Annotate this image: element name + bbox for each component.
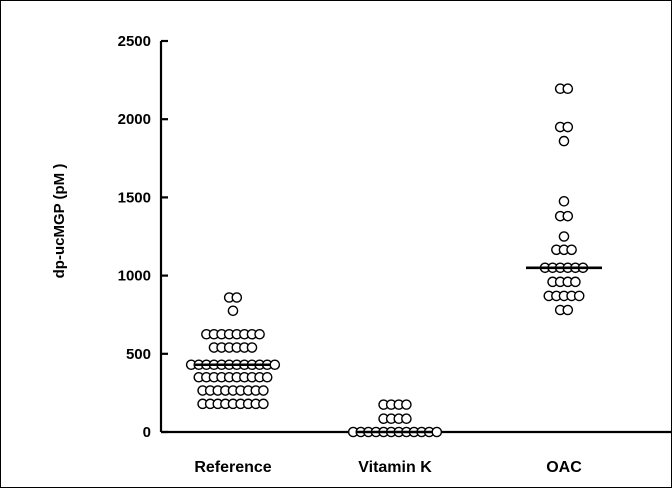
data-point	[269, 359, 281, 371]
data-point	[431, 426, 443, 438]
y-tick-label: 2000	[118, 111, 151, 128]
data-point	[231, 292, 243, 303]
data-point	[254, 328, 265, 340]
data-point	[562, 121, 574, 133]
data-point	[261, 371, 273, 383]
data-point	[246, 342, 258, 353]
data-point	[562, 210, 574, 222]
data-point	[562, 304, 574, 316]
data-point	[558, 231, 570, 242]
data-point	[401, 413, 412, 425]
y-tick-label: 0	[143, 424, 151, 441]
data-marks	[185, 83, 602, 438]
y-tick-label: 500	[126, 346, 151, 363]
x-axis: Reference Vitamin K OAC	[161, 430, 671, 476]
data-point	[558, 196, 570, 207]
data-point	[558, 135, 570, 147]
x-category-label: OAC	[546, 459, 582, 476]
series-vitamin-k	[347, 399, 443, 438]
data-point	[258, 385, 269, 396]
y-tick-label: 2500	[118, 33, 151, 50]
y-tick-label: 1000	[118, 268, 151, 285]
data-point	[401, 399, 412, 410]
series-oac	[526, 83, 602, 316]
data-point	[562, 83, 574, 95]
data-point	[570, 276, 581, 288]
series-reference	[185, 292, 281, 410]
data-point	[227, 305, 239, 317]
data-point	[258, 398, 269, 410]
data-point	[573, 290, 585, 302]
x-category-label: Reference	[194, 459, 271, 476]
y-axis: 0 500 1000 1500 2000 2500	[118, 33, 168, 441]
y-tick-label: 1500	[118, 189, 151, 206]
x-category-label: Vitamin K	[358, 459, 432, 476]
y-axis-title: dp-ucMGP (pM )	[51, 164, 68, 279]
data-point	[566, 244, 577, 256]
